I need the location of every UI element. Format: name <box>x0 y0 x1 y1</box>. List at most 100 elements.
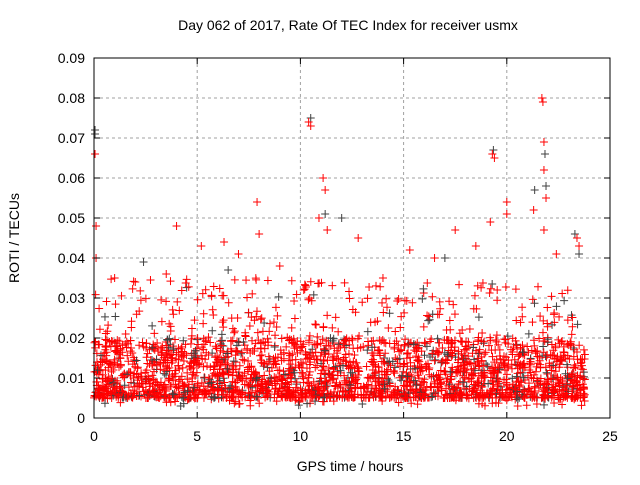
data-point <box>323 389 332 398</box>
data-point <box>490 358 499 367</box>
data-point <box>318 362 327 371</box>
data-point <box>358 298 367 307</box>
data-point <box>132 310 141 319</box>
data-point <box>257 344 266 353</box>
data-point-secondary <box>368 343 377 352</box>
y-tick-label: 0.07 <box>58 130 85 146</box>
data-point <box>386 381 395 390</box>
data-point-secondary <box>363 327 372 336</box>
data-point <box>216 360 225 369</box>
data-point <box>253 198 262 206</box>
data-point <box>454 347 463 356</box>
data-point <box>407 399 416 408</box>
data-point <box>256 315 265 324</box>
data-point <box>486 386 495 395</box>
data-point <box>461 365 470 374</box>
data-point <box>313 332 322 341</box>
data-point <box>359 342 368 351</box>
data-point <box>487 387 496 396</box>
data-point <box>480 350 489 359</box>
data-point <box>265 319 274 328</box>
data-point <box>469 393 478 402</box>
data-point-secondary <box>303 399 312 408</box>
data-point <box>423 279 432 288</box>
data-point <box>309 351 318 360</box>
data-point <box>267 374 276 383</box>
data-point <box>257 314 266 323</box>
data-point <box>194 390 203 399</box>
data-point <box>164 375 173 384</box>
data-point <box>471 242 480 250</box>
data-point <box>323 311 332 320</box>
data-point-secondary <box>168 389 177 398</box>
data-point <box>260 371 269 380</box>
data-point <box>371 368 380 377</box>
data-point <box>298 368 307 377</box>
data-point <box>334 344 343 353</box>
data-point <box>474 362 483 371</box>
data-point <box>244 381 253 390</box>
data-point <box>263 276 272 285</box>
data-point <box>254 336 263 345</box>
data-point <box>399 360 408 369</box>
data-point <box>273 311 282 320</box>
data-point <box>238 355 247 364</box>
data-point <box>252 312 261 321</box>
data-point-secondary <box>274 292 283 301</box>
data-point <box>143 359 152 368</box>
data-point <box>501 338 510 347</box>
data-point <box>146 275 155 284</box>
data-point <box>424 365 433 374</box>
data-point <box>377 357 386 366</box>
data-point <box>559 342 568 351</box>
data-point-secondary <box>306 114 315 122</box>
data-point <box>166 398 175 407</box>
data-point <box>136 296 145 305</box>
data-point <box>535 334 544 343</box>
data-point <box>563 286 572 295</box>
data-point <box>531 347 540 356</box>
data-point-secondary <box>539 342 548 351</box>
data-point <box>473 281 482 290</box>
data-point <box>477 283 486 292</box>
data-point <box>162 270 171 278</box>
data-point-secondary <box>239 337 248 346</box>
data-point-secondary <box>148 356 157 365</box>
data-point <box>397 312 406 321</box>
data-point <box>223 347 232 356</box>
data-point <box>127 343 136 352</box>
data-point <box>174 377 183 386</box>
data-point <box>258 327 267 336</box>
data-point <box>453 358 462 367</box>
data-point <box>292 378 301 387</box>
data-point <box>332 354 341 363</box>
data-point <box>352 375 361 384</box>
data-point-secondary <box>384 375 393 384</box>
data-point <box>100 349 109 358</box>
data-point <box>340 336 349 345</box>
data-point-secondary <box>419 284 428 293</box>
y-tick-label: 0.08 <box>58 90 85 106</box>
data-point <box>213 386 222 395</box>
data-point <box>442 391 451 400</box>
data-point <box>165 319 174 328</box>
data-point <box>265 367 274 376</box>
data-point <box>539 316 548 325</box>
data-point <box>282 342 291 351</box>
data-point-secondary <box>411 364 420 373</box>
data-point <box>538 328 547 337</box>
data-point <box>378 274 387 282</box>
data-point <box>568 391 577 400</box>
data-point <box>284 356 293 365</box>
x-tick-label: 25 <box>602 428 618 444</box>
data-point <box>478 328 487 337</box>
data-point <box>527 373 536 382</box>
data-point <box>301 355 310 364</box>
data-point <box>386 361 395 370</box>
data-point <box>502 362 511 371</box>
data-point <box>231 358 240 367</box>
data-point <box>250 344 259 353</box>
data-point <box>157 351 166 360</box>
data-point <box>155 393 164 402</box>
